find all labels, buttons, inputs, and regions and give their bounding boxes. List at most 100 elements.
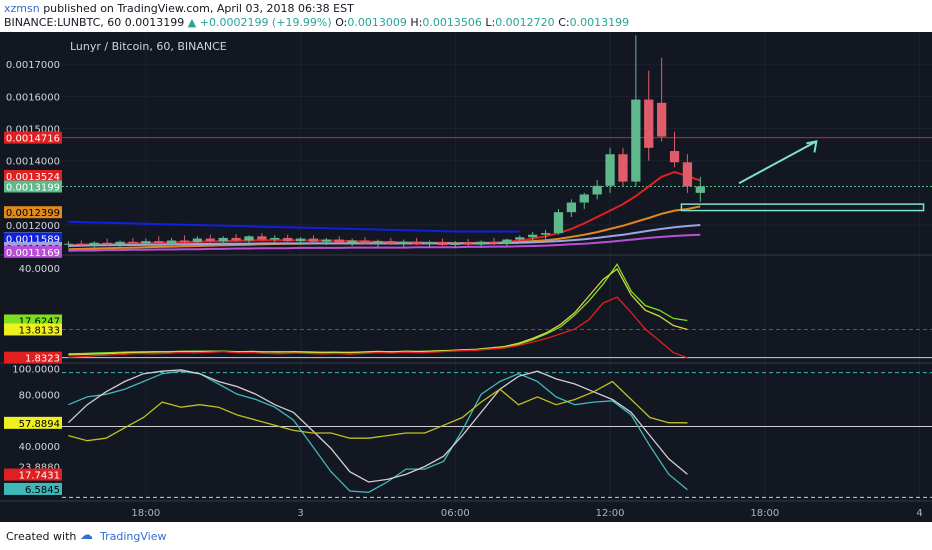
price-axis-label: 0.0017000 [6, 60, 60, 71]
open-value: 0.0013009 [347, 16, 407, 29]
moving-average-line [68, 224, 701, 247]
candle-body [424, 242, 435, 245]
tradingview-logo-icon[interactable]: ☁ [80, 528, 93, 543]
candle-body [321, 239, 332, 242]
price-tag-label: 0.0013199 [6, 182, 60, 193]
candle-body [579, 194, 589, 203]
candle-body [205, 238, 215, 242]
change-up-icon: ▲ [187, 16, 197, 29]
candle-body [553, 212, 564, 234]
low-label: L: [485, 16, 496, 29]
candle-body [515, 237, 525, 240]
indicator-line [68, 296, 688, 359]
tradingview-link[interactable]: TradingView [100, 530, 167, 543]
candle-body [347, 240, 357, 243]
publish-line: xzmsn published on TradingView.com, Apri… [4, 2, 354, 15]
price-tag [4, 323, 62, 336]
candle-body [192, 238, 203, 243]
candle-body [89, 242, 99, 245]
indicator-axis-label: 100.0000 [12, 365, 60, 376]
candle-body [360, 240, 370, 244]
price-tag-label: 0.0013524 [6, 172, 60, 183]
candle-body [399, 241, 409, 244]
price-tag-label: 1.8323 [25, 354, 60, 365]
high-label: H: [410, 16, 423, 29]
price-tag-label: 6.5845 [25, 485, 60, 496]
price-tag [4, 232, 62, 245]
chart-area[interactable]: 18:00306:0012:0018:00406:0012:0018:000.0… [0, 32, 932, 522]
candle-body [411, 241, 422, 245]
indicator-line [68, 268, 688, 356]
price-tag-label: 23.8880 [19, 463, 60, 474]
candle-body [669, 151, 680, 163]
indicator-line [68, 370, 688, 493]
price-tag-label: 0.0011589 [6, 234, 60, 245]
candle-body [141, 241, 151, 244]
price-tag [4, 416, 62, 429]
price-tag-label: 13.8133 [19, 325, 60, 336]
candle-body [386, 241, 396, 244]
indicator-axis-label: 40.0000 [19, 264, 60, 275]
candle-body [231, 237, 241, 241]
candle-body [166, 240, 177, 244]
indicator-line [68, 380, 688, 442]
candle-body [605, 154, 615, 186]
change-value: +0.0002199 (+19.99%) [199, 16, 332, 29]
symbol-label: BINANCE:LUNBTC, 60 [4, 16, 122, 29]
price-tag [4, 245, 62, 258]
price-tag-label: 0.0011169 [6, 248, 60, 259]
price-tag [4, 482, 62, 495]
candle-body [437, 242, 448, 245]
candle-body [592, 185, 602, 195]
chart-background [0, 32, 932, 522]
candle-body [373, 241, 383, 244]
publish-info: published on TradingView.com, April 03, … [43, 2, 354, 15]
author-link[interactable]: xzmsn [4, 2, 40, 15]
price-axis-label: 0.0012000 [6, 221, 60, 232]
candle-body [695, 186, 705, 193]
candle-body [682, 162, 693, 187]
price-tag-label: 17.7431 [19, 471, 60, 482]
projection-arrow [738, 140, 817, 185]
candle-body [463, 242, 473, 245]
candle-body [283, 237, 293, 242]
candle-body [618, 154, 628, 182]
price-axis-label: 0.0015000 [6, 125, 60, 136]
moving-average-line [68, 220, 520, 233]
target-zone-box [680, 203, 925, 212]
time-tick-label: 18:00 [131, 508, 160, 519]
created-with-text: Created with [6, 530, 77, 543]
candle-body [63, 243, 74, 245]
candle-body [218, 237, 228, 242]
chart-title: Lunyr / Bitcoin, 60, BINANCE [70, 40, 227, 53]
price-tag-label: 57.8894 [19, 419, 60, 430]
close-label: C: [558, 16, 570, 29]
candle-body [102, 242, 112, 245]
candle-body [308, 238, 319, 242]
indicator-axis-label: 40.0000 [19, 442, 60, 453]
price-axis-label: 0.0016000 [6, 92, 60, 103]
candle-body [76, 243, 86, 245]
price-tag-label: 0.0014716 [6, 134, 60, 145]
time-tick-label: 3 [297, 508, 303, 519]
candle-body [128, 241, 138, 244]
time-tick-label: 4 [916, 508, 922, 519]
price-tag [4, 351, 62, 364]
price-tag [4, 170, 62, 183]
time-tick-label: 06:00 [441, 508, 470, 519]
candle-body [450, 242, 460, 245]
price-axis-label: 0.0014000 [6, 157, 60, 168]
close-value: 0.0013199 [569, 16, 630, 29]
candle-body [502, 239, 512, 244]
candle-body [334, 239, 344, 243]
candle-body [566, 202, 577, 213]
arrow-head-icon [806, 140, 818, 153]
indicator-axis-label: 80.0000 [19, 390, 60, 401]
candle-body [528, 234, 538, 238]
indicator-line [67, 369, 688, 483]
low-value: 0.0012720 [495, 16, 555, 29]
last-price: 0.0013199 [124, 16, 185, 29]
price-tag [4, 468, 62, 481]
price-tag [4, 131, 62, 144]
candle-body [644, 99, 654, 148]
